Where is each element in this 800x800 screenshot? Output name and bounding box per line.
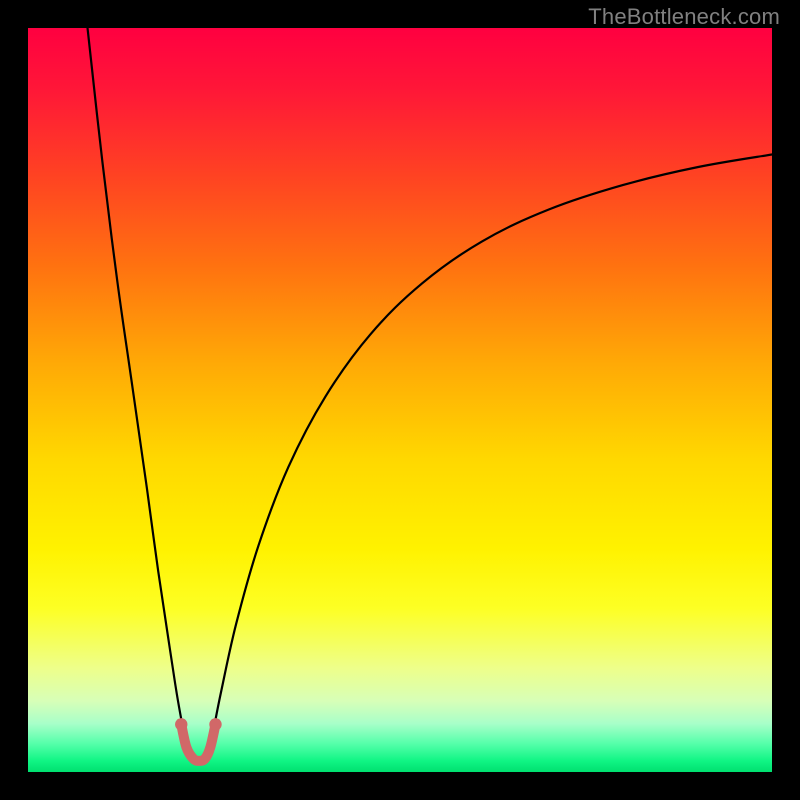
u-mark-right-dot [209, 718, 221, 730]
gradient-background [28, 28, 772, 772]
plot-area [28, 28, 772, 772]
u-mark-left-dot [175, 718, 187, 730]
plot-svg [28, 28, 772, 772]
watermark-text: TheBottleneck.com [588, 4, 780, 30]
chart-frame: TheBottleneck.com [0, 0, 800, 800]
